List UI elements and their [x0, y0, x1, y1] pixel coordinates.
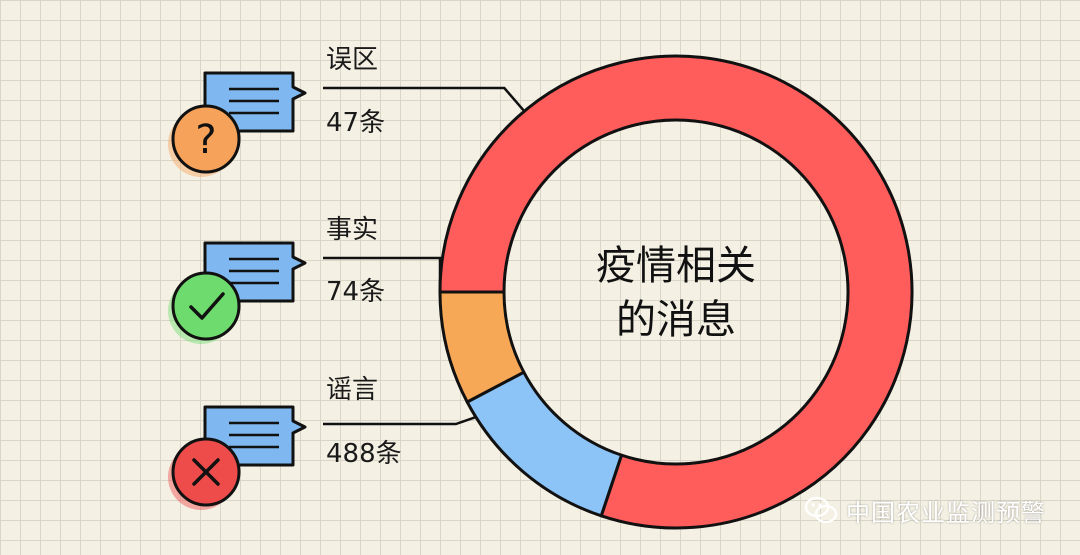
center-label-line-2: 的消息 [616, 297, 736, 343]
legend-value-0: 488条 [326, 439, 402, 469]
watermark: 中国农业监测预警 [804, 490, 1046, 530]
legend-item-0: 谣言 488条 [168, 375, 477, 510]
legend-value-1: 74条 [326, 277, 385, 307]
watermark-text: 中国农业监测预警 [846, 498, 1046, 527]
center-label-line-1: 疫情相关 [596, 243, 756, 289]
wechat-icon [804, 496, 838, 524]
slice-1 [465, 370, 624, 518]
legend-item-2: ? 误区 47条 [168, 45, 526, 177]
legend-item-1: 事实 74条 [168, 215, 442, 344]
legend-label-1: 事实 [326, 215, 378, 245]
legend-label-0: 谣言 [326, 375, 378, 405]
svg-text:?: ? [195, 117, 216, 163]
cross-icon [168, 437, 241, 510]
check-icon [168, 271, 241, 344]
legend-value-2: 47条 [326, 108, 385, 138]
legend-connector-1 [323, 256, 442, 292]
slice-0 [438, 54, 914, 530]
slice-2 [438, 290, 526, 404]
legend-connector-0 [323, 415, 477, 426]
question-icon: ? [168, 104, 241, 177]
legend-label-2: 误区 [326, 45, 378, 75]
donut-ring [438, 54, 914, 530]
center-label: 疫情相关 的消息 [596, 243, 756, 343]
legend-connector-2 [323, 86, 526, 113]
